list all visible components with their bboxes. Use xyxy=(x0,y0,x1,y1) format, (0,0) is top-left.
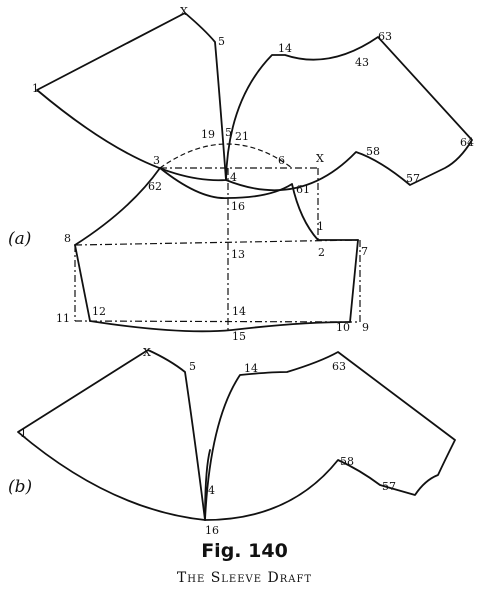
horizontal-construction-2 xyxy=(74,239,359,246)
label-43: 43 xyxy=(355,56,369,69)
label-63: 63 xyxy=(378,30,392,43)
front-piece-outline xyxy=(36,12,227,182)
label-b-x: X xyxy=(143,346,151,359)
label-4: 4 xyxy=(230,171,237,184)
label-7: 7 xyxy=(361,245,368,258)
label-8: 8 xyxy=(64,232,71,245)
cap-dashed-arc xyxy=(159,143,293,169)
lower-back-piece xyxy=(204,351,456,521)
label-11: 11 xyxy=(56,312,70,325)
lower-front-piece xyxy=(17,349,206,521)
label-10: 10 xyxy=(336,321,350,334)
label-5-top: 5 xyxy=(218,35,225,48)
label-62: 62 xyxy=(148,180,162,193)
label-b-58: 58 xyxy=(340,455,354,468)
lower-center-dart xyxy=(204,449,211,521)
label-b-57: 57 xyxy=(382,480,396,493)
label-b-14: 14 xyxy=(244,362,258,375)
figure-number: Fig. 140 xyxy=(201,540,288,562)
label-3: 3 xyxy=(153,154,160,167)
label-1-right: 1 xyxy=(317,220,324,233)
label-58: 58 xyxy=(366,145,380,158)
sleeve-bottom-curve xyxy=(89,320,351,333)
label-57: 57 xyxy=(406,172,420,185)
figure-caption: The Sleeve Draft xyxy=(176,570,313,586)
part-b-label: (b) xyxy=(8,477,32,497)
label-2: 2 xyxy=(318,246,325,259)
label-12: 12 xyxy=(92,305,106,318)
label-14-mid: 14 xyxy=(232,305,246,318)
sleeve-left-side xyxy=(74,244,91,322)
label-6: 6 xyxy=(278,154,285,167)
label-64: 64 xyxy=(460,136,474,149)
label-13: 13 xyxy=(231,248,245,261)
label-1-left: 1 xyxy=(32,82,39,95)
label-19: 19 xyxy=(201,128,215,141)
label-15: 15 xyxy=(232,330,246,343)
label-b-63: 63 xyxy=(332,360,346,373)
label-x-right: X xyxy=(316,152,324,165)
label-b-1: 1 xyxy=(20,427,27,440)
label-b-5: 5 xyxy=(189,360,196,373)
label-5-mid: 5 xyxy=(225,126,232,139)
label-b-16: 16 xyxy=(205,524,219,537)
label-21: 21 xyxy=(235,130,249,143)
part-a-label: (a) xyxy=(8,229,31,249)
label-b-4: 4 xyxy=(208,484,215,497)
label-x-top: X xyxy=(180,5,188,18)
horizontal-construction-3 xyxy=(74,320,361,323)
sleeve-right-side xyxy=(349,239,359,323)
label-14-top: 14 xyxy=(278,42,292,55)
back-piece-outline xyxy=(225,36,473,192)
label-16-top: 16 xyxy=(231,200,245,213)
label-9: 9 xyxy=(362,321,369,334)
label-61: 61 xyxy=(296,183,310,196)
